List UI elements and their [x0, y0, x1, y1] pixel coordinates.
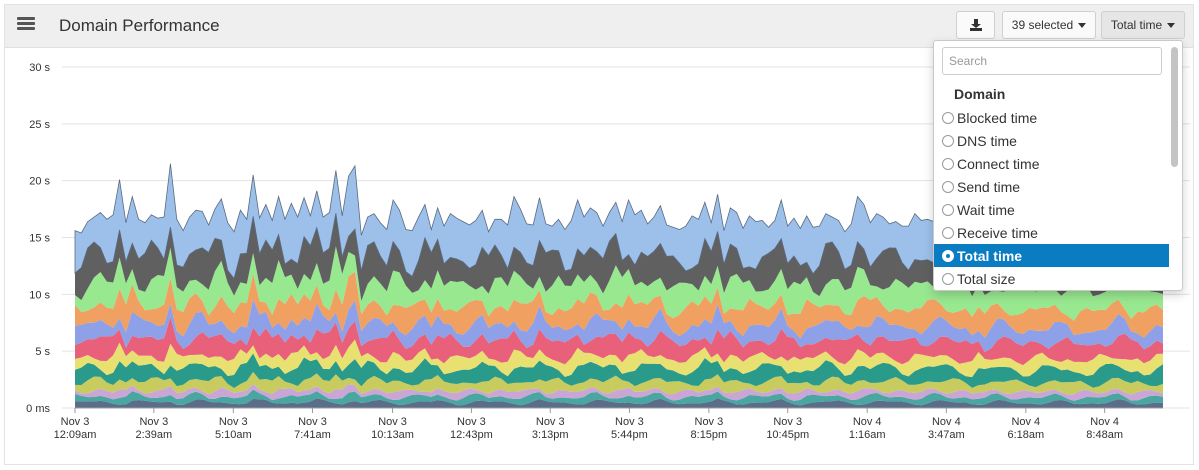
area-series-2 — [75, 389, 1163, 406]
x-tick-time: 10:45pm — [766, 429, 809, 441]
metric-option-send-time[interactable]: Send time — [934, 175, 1169, 198]
download-button[interactable] — [956, 11, 995, 39]
x-tick-date: Nov 4 — [1011, 416, 1040, 428]
metric-option-label: Blocked time — [957, 109, 1038, 126]
x-tick-date: Nov 3 — [695, 416, 724, 428]
y-tick-label: 5 s — [35, 346, 50, 358]
y-tick-label: 0 ms — [26, 403, 50, 415]
x-tick-time: 5:10am — [215, 429, 252, 441]
caret-down-icon — [1167, 22, 1176, 28]
metric-option-receive-time[interactable]: Receive time — [934, 221, 1169, 244]
x-tick-date: Nov 3 — [615, 416, 644, 428]
menu-icon[interactable] — [17, 17, 35, 33]
radio-icon — [942, 180, 954, 193]
area-series-11 — [75, 213, 1163, 301]
radio-icon — [942, 272, 954, 285]
x-tick-date: Nov 3 — [773, 416, 802, 428]
panel-header: Domain Performance 39 selected Total tim… — [5, 5, 1193, 48]
search-input[interactable] — [942, 47, 1162, 75]
radio-icon — [942, 203, 954, 216]
metric-option-label: DNS time — [957, 132, 1017, 149]
metric-option-label: Send time — [957, 178, 1021, 195]
metric-option-label: Total time — [957, 247, 1023, 264]
dropdown-group-label: Domain — [954, 86, 1006, 102]
x-tick-time: 5:44pm — [611, 429, 648, 441]
x-tick-time: 3:13pm — [532, 429, 569, 441]
y-tick-label: 10 s — [29, 289, 50, 301]
x-tick-time: 1:16am — [849, 429, 886, 441]
y-tick-label: 15 s — [29, 233, 50, 245]
metric-option-wait-time[interactable]: Wait time — [934, 198, 1169, 221]
area-series-8 — [75, 299, 1163, 352]
x-tick-date: Nov 3 — [457, 416, 486, 428]
metric-option-blocked-time[interactable]: Blocked time — [934, 106, 1169, 129]
x-tick-date: Nov 4 — [1090, 416, 1119, 428]
radio-icon — [942, 134, 954, 147]
metric-option-total-size[interactable]: Total size — [934, 267, 1169, 290]
x-tick-date: Nov 3 — [219, 416, 248, 428]
area-series-6 — [75, 339, 1163, 377]
x-tick-time: 8:15pm — [691, 429, 728, 441]
download-icon — [969, 19, 982, 31]
y-tick-label: 25 s — [29, 119, 50, 131]
x-tick-date: Nov 3 — [536, 416, 565, 428]
x-tick-date: Nov 3 — [298, 416, 327, 428]
metric-selector-button[interactable]: Total time — [1101, 11, 1185, 39]
metric-option-connect-time[interactable]: Connect time — [934, 152, 1169, 175]
x-tick-time: 12:43pm — [450, 429, 493, 441]
area-series-9 — [75, 271, 1163, 339]
x-tick-time: 3:47am — [928, 429, 965, 441]
metric-dropdown-menu: Domain Blocked time DNS time Connect time S… — [933, 40, 1183, 291]
area-series-1 — [75, 398, 1163, 408]
area-series-3 — [75, 383, 1163, 401]
x-tick-date: Nov 3 — [61, 416, 90, 428]
metric-option-dns-time[interactable]: DNS time — [934, 129, 1169, 152]
radio-icon — [942, 157, 954, 170]
x-tick-time: 2:39am — [135, 429, 172, 441]
x-tick-time: 10:13am — [371, 429, 414, 441]
area-series-4 — [75, 371, 1163, 395]
domain-selector-label: 39 selected — [1011, 18, 1074, 32]
metric-option-label: Receive time — [957, 224, 1038, 241]
x-tick-time: 6:18am — [1007, 429, 1044, 441]
x-tick-time: 7:41am — [294, 429, 331, 441]
x-tick-date: Nov 3 — [139, 416, 168, 428]
y-tick-label: 20 s — [29, 176, 50, 188]
area-series-7 — [75, 317, 1163, 366]
dropdown-scrollbar[interactable] — [1171, 47, 1178, 167]
panel-title: Domain Performance — [59, 16, 220, 35]
domain-selector-button[interactable]: 39 selected — [1002, 11, 1096, 39]
y-tick-label: 30 s — [29, 62, 50, 74]
caret-down-icon — [1078, 22, 1087, 28]
area-series-10 — [75, 246, 1163, 321]
radio-icon — [942, 111, 954, 124]
x-tick-time: 12:09am — [54, 429, 97, 441]
x-tick-date: Nov 3 — [378, 416, 407, 428]
x-tick-date: Nov 4 — [932, 416, 961, 428]
metric-option-total-time[interactable]: Total time — [934, 244, 1169, 267]
metric-option-label: Wait time — [957, 201, 1015, 218]
metric-option-label: Connect time — [957, 155, 1040, 172]
radio-icon — [942, 226, 954, 239]
radio-icon — [942, 249, 954, 262]
metric-option-label: Total size — [957, 270, 1016, 287]
metric-selector-label: Total time — [1110, 18, 1163, 32]
area-series-5 — [75, 353, 1163, 388]
x-tick-date: Nov 4 — [853, 416, 882, 428]
x-tick-time: 8:48am — [1086, 429, 1123, 441]
